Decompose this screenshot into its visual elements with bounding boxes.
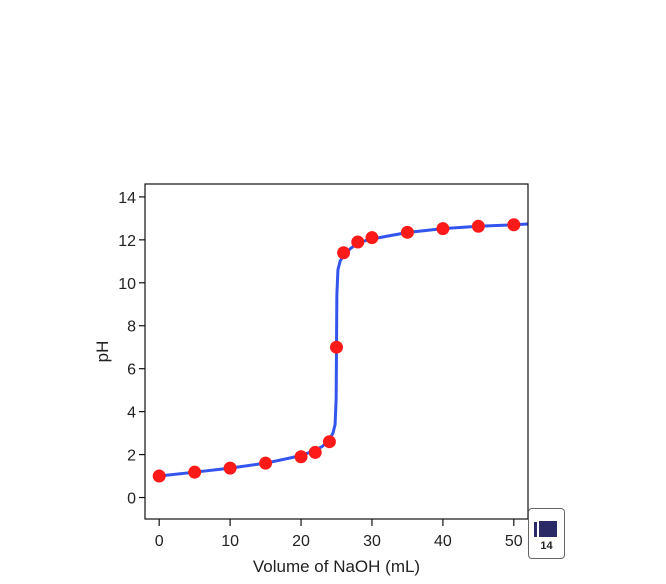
- x-tick-label: 0: [155, 533, 164, 550]
- y-tick-label: 10: [118, 276, 136, 293]
- x-tick-label: 30: [363, 533, 381, 550]
- data-point: [330, 340, 343, 354]
- y-tick-label: 14: [118, 190, 136, 207]
- y-tick-label: 4: [127, 405, 136, 422]
- data-point: [308, 445, 322, 459]
- plot-frame: [144, 183, 529, 520]
- x-axis-title: Volume of NaOH (mL): [253, 557, 420, 576]
- y-axis-title: pH: [93, 341, 112, 363]
- titration-curve: [159, 222, 528, 478]
- x-tick-label: 10: [221, 533, 239, 550]
- data-point: [188, 465, 202, 479]
- y-tick-label: 12: [118, 233, 136, 250]
- points-layer: [152, 218, 521, 483]
- data-point: [351, 235, 365, 249]
- data-point: [471, 219, 485, 233]
- y-tick-label: 8: [127, 319, 136, 336]
- data-point: [436, 222, 450, 236]
- page-number-badge[interactable]: 14: [528, 508, 565, 559]
- x-tick-label: 40: [434, 533, 452, 550]
- y-tick-label: 0: [127, 491, 136, 508]
- y-tick-label: 2: [127, 448, 136, 465]
- badge-bar-icon: [534, 522, 537, 537]
- data-point: [400, 225, 414, 239]
- y-tick-label: 6: [127, 362, 136, 379]
- data-point: [365, 231, 379, 245]
- badge-square-icon: [539, 521, 557, 537]
- x-axis-ticks: 0 10 20 30 40 50: [155, 519, 523, 550]
- data-point: [322, 435, 336, 449]
- data-point: [223, 461, 237, 475]
- x-tick-label: 20: [292, 533, 310, 550]
- data-point: [259, 456, 273, 470]
- x-tick-label: 50: [505, 533, 523, 550]
- data-point: [337, 246, 351, 260]
- data-point: [152, 469, 166, 483]
- y-axis-ticks: 0 2 4 6 8 10 12 14: [118, 190, 145, 508]
- data-point: [294, 450, 308, 464]
- curve-layer: [159, 222, 528, 478]
- data-point: [507, 218, 521, 232]
- badge-number: 14: [540, 540, 553, 552]
